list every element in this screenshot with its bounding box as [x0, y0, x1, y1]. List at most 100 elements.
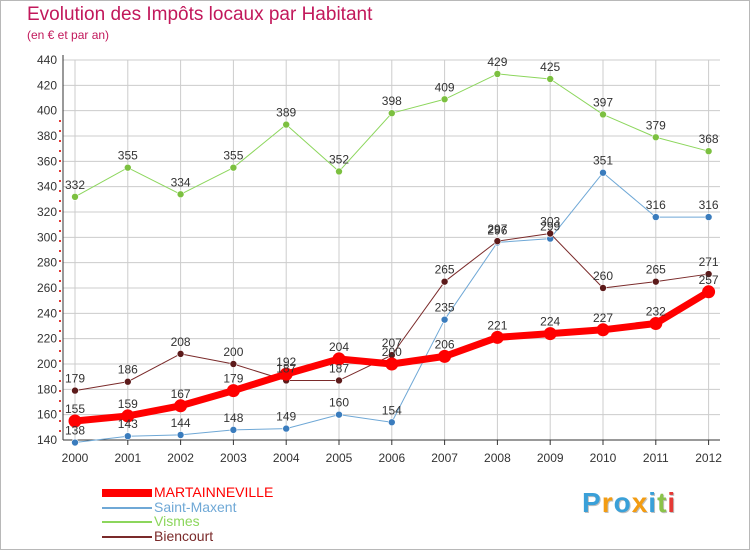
data-label: 179	[223, 372, 243, 386]
y-tick-label: 220	[37, 332, 57, 346]
data-label: 227	[593, 311, 613, 325]
x-tick-label: 2010	[590, 451, 617, 465]
data-label: 265	[646, 263, 666, 277]
data-point	[649, 316, 663, 330]
data-label: 187	[329, 361, 349, 375]
y-tick-label: 440	[37, 53, 57, 67]
data-label: 296	[487, 223, 507, 237]
x-tick-label: 2009	[537, 451, 564, 465]
data-label: 429	[487, 55, 507, 69]
data-label: 265	[435, 263, 455, 277]
x-tick-label: 2004	[273, 451, 300, 465]
data-label: 187	[276, 361, 296, 375]
data-point	[702, 285, 716, 299]
legend-swatch	[102, 506, 152, 509]
x-tick-label: 2012	[695, 451, 722, 465]
data-label: 397	[593, 95, 613, 109]
data-label: 138	[65, 424, 85, 438]
data-point	[229, 360, 238, 368]
data-point	[543, 327, 557, 341]
x-tick-label: 2000	[62, 451, 89, 465]
data-point	[335, 376, 343, 385]
data-label: 221	[487, 318, 507, 332]
series-layer	[68, 70, 716, 447]
data-point	[651, 133, 660, 142]
logo-letter: P	[582, 487, 602, 518]
data-label: 144	[171, 416, 191, 430]
x-tick-label: 2001	[114, 451, 141, 465]
y-tick-label: 320	[37, 205, 57, 219]
proxiti-logo: Proxiti	[582, 487, 676, 519]
data-point	[651, 213, 660, 221]
data-point	[229, 163, 238, 172]
data-label: 149	[276, 410, 296, 424]
data-label: 297	[487, 222, 507, 236]
logo-letter: x	[631, 487, 649, 518]
data-label: 379	[646, 118, 666, 132]
data-label: 235	[435, 301, 455, 315]
line-chart: 140 160 180 200 220 240 260 280 300 320 340 360 380 4…	[37, 53, 722, 465]
data-label: 179	[65, 372, 85, 386]
y-tick-label: 160	[37, 408, 57, 422]
data-point	[229, 426, 238, 434]
y-tick-label: 240	[37, 306, 57, 320]
data-label: 204	[329, 340, 349, 354]
data-point	[332, 352, 346, 366]
data-point	[704, 213, 713, 221]
data-point	[440, 315, 449, 324]
x-tick-label: 2002	[167, 451, 194, 465]
legend-label: MARTAINNEVILLE	[154, 484, 274, 500]
x-tick-label: 2007	[431, 451, 458, 465]
data-point	[546, 75, 555, 83]
data-point	[279, 367, 293, 381]
series-martainneville	[68, 285, 716, 428]
data-point	[387, 109, 396, 117]
y-tick-label: 200	[37, 357, 57, 371]
y-tick-label: 180	[37, 382, 57, 396]
y-tick-label: 420	[37, 78, 57, 92]
data-point	[599, 284, 607, 292]
data-point	[124, 377, 132, 386]
data-label: 232	[646, 304, 666, 318]
data-label: 208	[171, 335, 191, 349]
data-label: 192	[276, 355, 296, 369]
legend-swatch	[102, 535, 152, 538]
data-point	[335, 410, 343, 419]
data-point	[599, 168, 607, 177]
data-label: 299	[540, 220, 560, 234]
data-point	[71, 193, 79, 201]
data-point	[335, 167, 343, 176]
data-point	[71, 386, 79, 395]
data-label: 303	[540, 215, 560, 229]
data-label: 332	[65, 178, 85, 192]
y-tick-label: 360	[37, 154, 57, 168]
data-label: 186	[118, 363, 138, 377]
data-point	[438, 349, 452, 363]
logo-letter: t	[657, 487, 668, 518]
data-point	[387, 418, 396, 427]
data-label: 355	[118, 149, 138, 163]
legend-label: Vismes	[154, 513, 200, 529]
legend-swatch	[102, 521, 152, 523]
data-label: 143	[118, 417, 138, 431]
data-label: 224	[540, 315, 560, 329]
axis-layer: 140 160 180 200 220 240 260 280 300 320 340 360 380 4…	[37, 53, 722, 465]
logo-letter: i	[667, 487, 677, 518]
data-point	[174, 399, 188, 413]
data-point	[596, 323, 610, 337]
data-label: 260	[593, 269, 613, 283]
chart-subtitle: (en € et par an)	[27, 28, 110, 42]
data-label: 316	[699, 198, 719, 212]
data-label: 409	[435, 80, 455, 94]
data-point	[385, 357, 399, 371]
data-label: 154	[382, 403, 402, 417]
logo-letter: r	[601, 487, 614, 518]
data-point	[282, 424, 291, 433]
data-point	[176, 431, 185, 439]
legend-label: Biencourt	[154, 527, 214, 544]
data-label: 159	[118, 397, 138, 411]
data-label: 351	[593, 154, 613, 168]
data-point	[124, 432, 132, 441]
y-tick-label: 140	[37, 433, 57, 447]
